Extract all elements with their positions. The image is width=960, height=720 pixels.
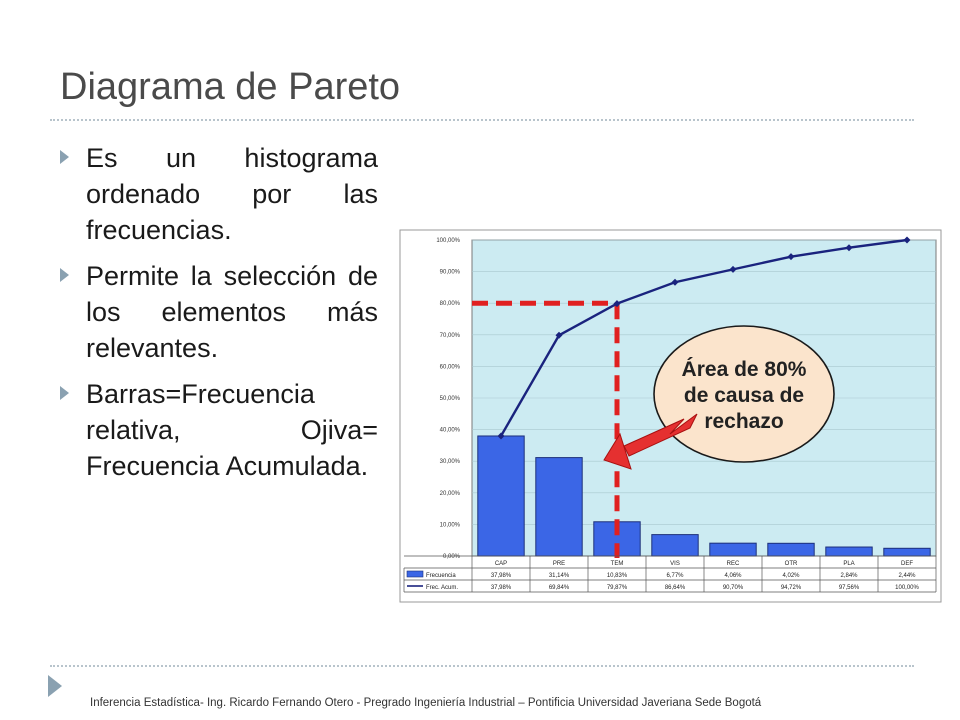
legend-frecuencia: Frecuencia	[426, 573, 456, 579]
category-label: PRE	[553, 561, 565, 567]
bar-def	[883, 547, 931, 557]
footer-text: Inferencia Estadística- Ing. Ricardo Fer…	[90, 697, 762, 709]
acumulada-cell: 90,70%	[723, 585, 744, 591]
y-tick-label: 40,00%	[440, 428, 461, 434]
bar-vis	[651, 534, 699, 557]
category-label: REC	[727, 561, 740, 567]
footer-divider	[50, 665, 914, 667]
y-tick-label: 20,00%	[440, 491, 461, 497]
y-tick-label: 90,00%	[440, 270, 461, 276]
y-tick-label: 30,00%	[440, 459, 461, 465]
frecuencia-cell: 37,98%	[491, 573, 512, 579]
category-label: CAP	[495, 561, 507, 567]
y-tick-label: 70,00%	[440, 333, 461, 339]
frecuencia-cell: 10,83%	[607, 573, 628, 579]
category-label: VIS	[670, 561, 680, 567]
pareto-figure: 0,00% 10,00% 20,00% 30,00% 40,00% 50,00% 60,00…	[398, 228, 943, 604]
bullet-text: Permite la selección de los elementos má…	[86, 261, 378, 363]
callout-text: de causa de	[684, 384, 804, 407]
bullet-item: Barras=Frecuencia relativa, Ojiva= Frecu…	[56, 376, 378, 484]
cumulative-point	[555, 331, 563, 339]
slide-title: Diagrama de Pareto	[60, 66, 401, 108]
cumulative-point	[845, 244, 853, 252]
callout-text: rechazo	[704, 410, 783, 433]
legend-acumulada: Frec. Acum.	[426, 585, 458, 591]
y-tick-label: 80,00%	[440, 301, 461, 307]
acumulada-cell: 100,00%	[895, 585, 919, 591]
acumulada-cell: 97,56%	[839, 585, 860, 591]
category-label: DEF	[901, 561, 913, 567]
bar-pre	[535, 457, 583, 557]
bullet-arrow-icon	[60, 386, 69, 400]
y-tick-label: 50,00%	[440, 396, 461, 402]
bar-pla	[825, 546, 873, 557]
bullet-list: Es un histograma ordenado por las frecue…	[56, 140, 378, 494]
acumulada-cell: 69,84%	[549, 585, 570, 591]
bar-cap	[477, 435, 525, 557]
bullet-item: Es un histograma ordenado por las frecue…	[56, 140, 378, 248]
bullet-item: Permite la selección de los elementos má…	[56, 258, 378, 366]
bullet-arrow-icon	[60, 150, 69, 164]
frecuencia-cell: 2,44%	[898, 573, 916, 579]
footer-arrow-icon	[48, 675, 62, 697]
y-tick-label: 60,00%	[440, 364, 461, 370]
frecuencia-cell: 4,02%	[782, 573, 800, 579]
cumulative-point	[613, 300, 621, 308]
frecuencia-cell: 4,06%	[724, 573, 742, 579]
acumulada-cell: 94,72%	[781, 585, 802, 591]
frecuencia-cell: 6,77%	[666, 573, 684, 579]
bar-otr	[767, 542, 815, 557]
cumulative-point	[671, 278, 679, 286]
cumulative-point	[497, 432, 505, 440]
acumulada-cell: 79,87%	[607, 585, 628, 591]
category-label: OTR	[785, 561, 798, 567]
title-divider	[50, 119, 914, 121]
bar-rec	[709, 542, 757, 557]
category-label: PLA	[843, 561, 854, 567]
legend-bar-swatch	[406, 570, 424, 578]
callout-arrow-head	[603, 432, 632, 470]
pareto-chart: 0,00% 10,00% 20,00% 30,00% 40,00% 50,00% 60,00…	[399, 229, 942, 603]
cumulative-point	[903, 236, 911, 244]
callout-arrow-body	[623, 413, 698, 457]
bullet-arrow-icon	[60, 268, 69, 282]
cumulative-line	[499, 238, 908, 437]
acumulada-cell: 86,64%	[665, 585, 686, 591]
callout-text: Área de 80%	[682, 358, 807, 381]
frecuencia-cell: 31,14%	[549, 573, 570, 579]
cumulative-point	[729, 265, 737, 273]
bullet-text: Barras=Frecuencia relativa, Ojiva= Frecu…	[86, 379, 378, 481]
acumulada-cell: 37,98%	[491, 585, 512, 591]
frecuencia-cell: 2,84%	[840, 573, 858, 579]
y-tick-label: 10,00%	[440, 522, 461, 528]
cumulative-point	[787, 253, 795, 261]
callout-ellipse	[653, 325, 835, 463]
y-tick-label: 0,00%	[443, 554, 461, 560]
bullet-text: Es un histograma ordenado por las frecue…	[86, 143, 378, 245]
y-tick-label: 100,00%	[436, 238, 460, 244]
category-label: TEM	[611, 561, 624, 567]
